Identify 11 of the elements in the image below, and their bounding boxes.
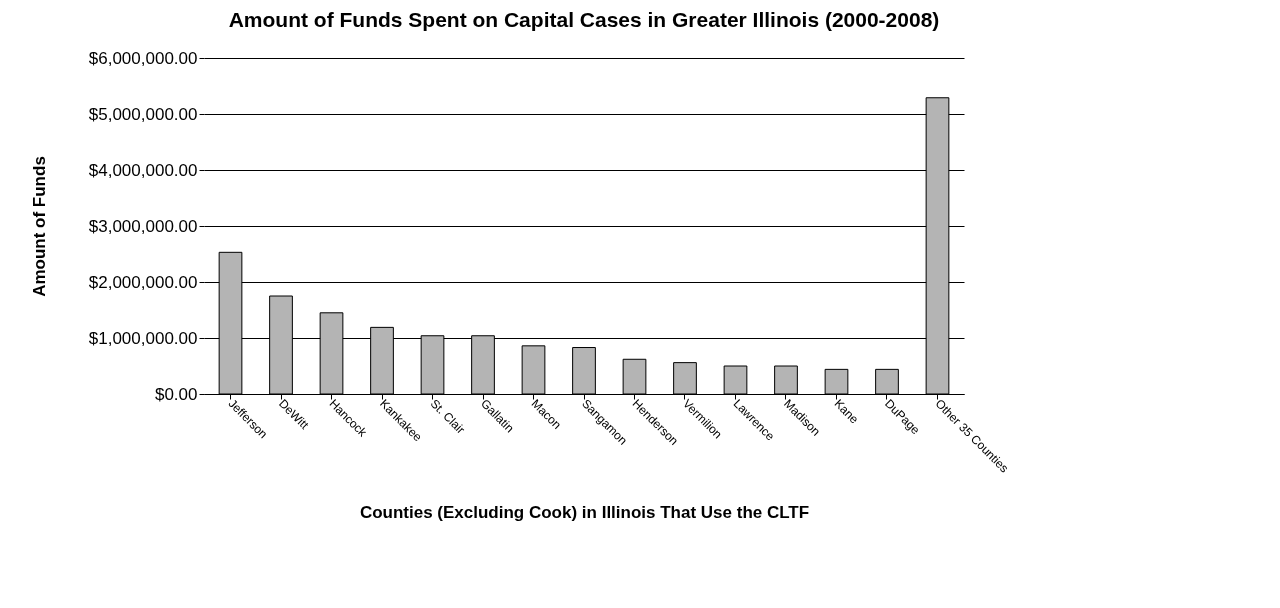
y-tick-label: $2,000,000.00 [88,272,198,292]
x-axis-title: Counties (Excluding Cook) in Illinois That Use the CLTF [359,502,810,522]
x-tick-label: St. Clair [427,396,468,437]
y-tick-label: $1,000,000.00 [88,328,198,348]
y-tick-label: $0.00 [154,384,198,404]
y-tick-label: $4,000,000.00 [88,160,198,180]
y-axis-title: Amount of Funds [29,156,49,297]
y-tick-label: $3,000,000.00 [88,216,198,236]
y-tick-label: $6,000,000.00 [88,48,198,68]
y-tick-label: $5,000,000.00 [88,104,198,124]
chart-title: Amount of Funds Spent on Capital Cases in Greater Illinois (2000-2008) [228,8,940,31]
